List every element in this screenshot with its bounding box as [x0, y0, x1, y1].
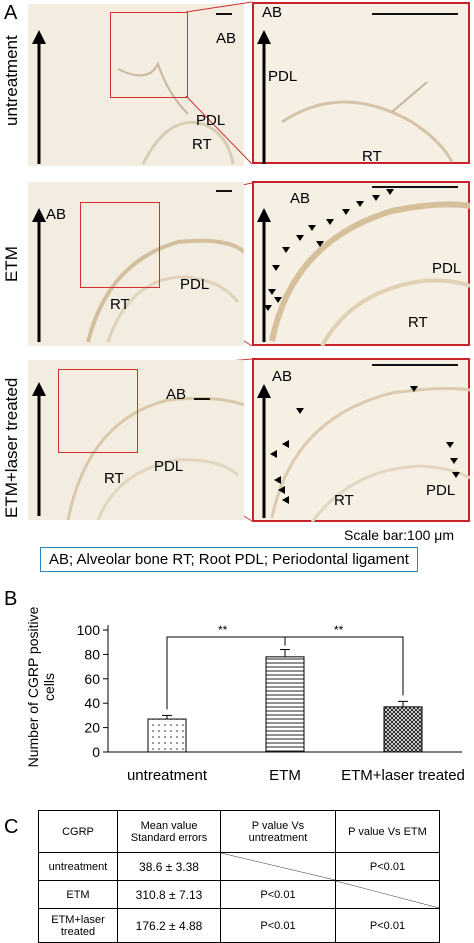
table-header-cell: Mean value Standard errors [117, 810, 221, 853]
micrograph-untreatment-overview [28, 4, 244, 166]
cgrp-bar-chart: 0 20 40 60 80 100 untreatment ETM ETM+laser trea… [77, 622, 465, 784]
label-rt: RT [104, 470, 124, 487]
panel-c-letter: C [4, 816, 19, 838]
table-row: ETM+laser treated 176.2 ± 4.88 P<0.01 P<… [38, 908, 440, 943]
label-pdl: PDL [432, 260, 462, 277]
label-ab: AB [290, 190, 311, 207]
panel-b-letter: B [4, 588, 18, 610]
scale-bar-overview-1 [216, 13, 232, 15]
significance-marker: ** [218, 623, 228, 637]
y-tick-label: 0 [92, 744, 100, 760]
scale-bar-zoom-2 [372, 186, 458, 188]
diagonal-line [221, 853, 335, 880]
table-cell-mean: 310.8 ± 7.13 [117, 880, 221, 909]
table-cell-pvalue: P<0.01 [335, 908, 440, 943]
table-row: untreatment 38.6 ± 3.38 P<0.01 [38, 852, 440, 881]
label-pdl: PDL [180, 276, 210, 293]
row-label-etm: ETM [2, 246, 21, 282]
y-tick-label: 80 [84, 646, 100, 662]
tissue-texture-etm-zoom [269, 201, 470, 346]
label-ab: AB [216, 30, 237, 47]
bar [383, 706, 423, 753]
significance-bracket [166, 636, 286, 710]
label-rt: RT [334, 492, 354, 509]
table-row: ETM 310.8 ± 7.13 P<0.01 [38, 880, 440, 909]
category-label: ETM+laser treated [341, 767, 465, 784]
category-label: untreatment [127, 767, 208, 784]
label-ab: AB [262, 4, 283, 21]
inset-box-untreatment [110, 12, 188, 98]
label-pdl: PDL [426, 482, 456, 499]
y-tick-label: 60 [84, 671, 100, 687]
micrograph-etm-laser-zoom [252, 358, 470, 522]
scale-bar-caption: Scale bar:100 μm [344, 527, 455, 543]
table-cell-name: untreatment [38, 852, 118, 881]
table-header-cell: P value Vs ETM [335, 810, 440, 853]
direction-arrow-icon [257, 208, 271, 342]
diagonal-line [336, 881, 439, 908]
y-tick-label: 100 [77, 622, 101, 638]
table-cell-name: ETM [38, 880, 118, 909]
direction-arrow-icon [32, 208, 46, 342]
tissue-texture-untreatment-zoom [281, 81, 454, 163]
label-pdl: PDL [196, 112, 226, 129]
y-tick-label: 40 [84, 695, 100, 711]
label-rt: RT [408, 314, 428, 331]
inset-box-etm-laser [58, 369, 138, 453]
label-rt: RT [362, 148, 382, 165]
scale-bar-zoom-1 [372, 13, 458, 15]
label-pdl: PDL [154, 458, 184, 475]
scale-bar-zoom-3 [372, 364, 458, 366]
micrograph-etm-laser-overview [28, 360, 244, 520]
scale-bar-overview-2 [216, 190, 232, 192]
direction-arrow-icon [32, 382, 46, 516]
table-cell-name: ETM+laser treated [38, 908, 118, 943]
table-header-row: CGRP Mean value Standard errors P value … [38, 810, 440, 853]
direction-arrow-icon [257, 384, 271, 518]
table-header-cell: P value Vs untreatment [220, 810, 336, 853]
bar [265, 656, 305, 753]
table-cell-mean: 38.6 ± 3.38 [117, 852, 221, 881]
row-label-untreatment: untreatment [2, 35, 21, 126]
panel-a-letter: A [4, 2, 18, 24]
label-rt: RT [192, 136, 212, 153]
arrowheads-etm [264, 189, 394, 311]
direction-arrow-icon [32, 30, 46, 164]
arrowheads-etm-laser [270, 386, 460, 504]
direction-arrow-icon [257, 30, 271, 164]
micrograph-etm-zoom [252, 181, 470, 346]
tissue-texture-untreatment [117, 61, 235, 165]
tissue-texture-etm-laser [66, 396, 244, 520]
table-cell-pvalue: P<0.01 [220, 908, 336, 943]
label-pdl: PDL [268, 68, 298, 85]
label-ab: AB [46, 206, 67, 223]
table-cell-pvalue: P<0.01 [220, 880, 336, 909]
label-ab: AB [272, 368, 293, 385]
label-rt: RT [110, 296, 130, 313]
inset-box-etm [80, 202, 160, 288]
label-ab: AB [166, 386, 187, 403]
tissue-texture-etm [86, 238, 244, 343]
significance-marker: ** [334, 623, 344, 637]
row-label-etm-laser: ETM+laser treated [2, 377, 21, 518]
table-cell-empty [220, 852, 336, 881]
significance-bracket [285, 636, 404, 696]
category-label: ETM [269, 767, 301, 784]
scale-bar-overview-3 [194, 398, 210, 400]
y-tick-label: 20 [84, 720, 100, 736]
table-header-cell: CGRP [38, 810, 118, 853]
bar [147, 718, 187, 753]
tissue-texture-etm-laser-zoom [270, 387, 470, 522]
table-cell-pvalue: P<0.01 [335, 852, 440, 881]
table-cell-mean: 176.2 ± 4.88 [117, 908, 221, 943]
table-cell-empty [335, 880, 440, 909]
abbreviation-legend: AB; Alveolar bone RT; Root PDL; Periodon… [40, 547, 418, 572]
cgrp-statistics-table: CGRP Mean value Standard errors P value … [38, 810, 440, 943]
